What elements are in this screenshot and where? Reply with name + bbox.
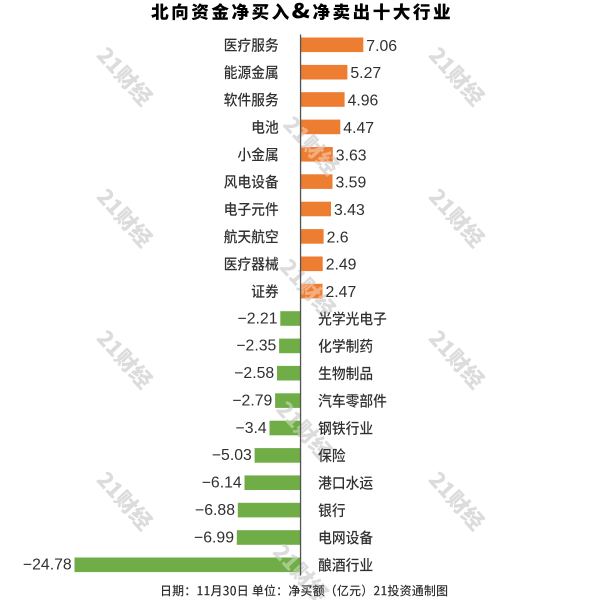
svg-text:3.63: 3.63	[336, 147, 367, 164]
svg-text:3.43: 3.43	[334, 202, 365, 219]
svg-text:−5.03: −5.03	[212, 447, 252, 464]
svg-text:2.49: 2.49	[326, 257, 357, 274]
svg-text:4.96: 4.96	[348, 93, 379, 110]
svg-text:−3.4: −3.4	[236, 420, 267, 437]
svg-text:−24.78: −24.78	[23, 557, 72, 574]
svg-text:5.27: 5.27	[350, 65, 381, 82]
svg-text:2.47: 2.47	[326, 284, 357, 301]
svg-text:4.47: 4.47	[343, 120, 374, 137]
svg-text:−2.35: −2.35	[236, 338, 276, 355]
svg-text:−2.21: −2.21	[238, 310, 278, 327]
svg-text:3.59: 3.59	[336, 175, 367, 192]
svg-text:−6.14: −6.14	[202, 475, 242, 492]
svg-text:−6.88: −6.88	[195, 502, 235, 519]
svg-text:2.6: 2.6	[327, 229, 349, 246]
svg-text:−6.99: −6.99	[194, 529, 234, 546]
svg-text:−2.79: −2.79	[232, 392, 272, 409]
svg-text:−2.58: −2.58	[234, 365, 274, 382]
svg-text:7.06: 7.06	[366, 38, 397, 55]
